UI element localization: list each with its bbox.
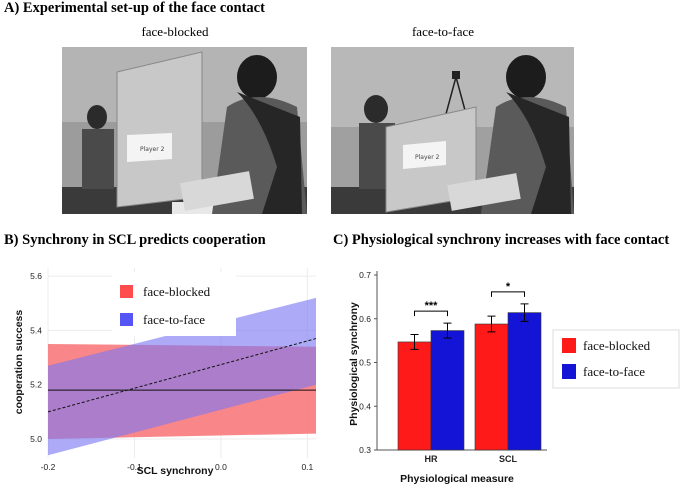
b-xtick-3: 0.1 <box>301 462 313 472</box>
c-sig-bracket-SCL <box>491 291 525 297</box>
photo-face-to-face: Player 2 <box>331 47 574 214</box>
c-xtick-SCL: SCL <box>499 454 518 464</box>
c-legend-swatch-face-to-face <box>562 364 576 379</box>
b-ytick-2: 5.4 <box>30 325 42 335</box>
c-sig-label-SCL: * <box>506 281 511 293</box>
b-xtick-0: -0.2 <box>41 462 56 472</box>
c-ytick-3: 0.6 <box>359 314 371 324</box>
c-bar-SCL-face-to-face <box>507 312 542 451</box>
panel-a-title: A) Experimental set-up of the face conta… <box>4 0 265 16</box>
legend-swatch-face-blocked <box>120 285 133 298</box>
b-ylabel: cooperation success <box>13 310 25 415</box>
c-errorbar-HR-face-blocked <box>410 334 419 350</box>
b-ytick-0: 5.0 <box>30 434 42 444</box>
c-legend-label-face-to-face: face-to-face <box>583 364 645 379</box>
c-errorbar-SCL-face-blocked <box>487 315 496 333</box>
c-ytick-0: 0.3 <box>359 445 371 455</box>
scl-synchrony-chart: 5.0 5.2 5.4 5.6 -0.2 -0.1 0.0 0.1 cooperation … <box>13 268 317 477</box>
legend-label-face-blocked: face-blocked <box>143 284 211 299</box>
sign-text: Player 2 <box>140 146 165 153</box>
b-xtick-1: -0.1 <box>127 462 142 472</box>
c-ytick-2: 0.5 <box>359 358 371 368</box>
c-legend: face-blocked face-to-face <box>552 329 680 389</box>
sign-text-2: Player 2 <box>415 154 440 161</box>
caption-face-blocked: face-blocked <box>141 24 209 39</box>
c-xlabel: Physiological measure <box>400 473 514 485</box>
photo-face-blocked: Player 2 <box>62 47 307 214</box>
c-errorbar-HR-face-to-face <box>443 322 452 339</box>
panel-c-title: C) Physiological synchrony increases wit… <box>333 232 670 248</box>
panel-b-title: B) Synchrony in SCL predicts cooperation <box>4 232 266 248</box>
c-legend-label-face-blocked: face-blocked <box>583 338 651 353</box>
b-ytick-3: 5.6 <box>30 271 42 281</box>
c-legend-swatch-face-blocked <box>562 338 576 353</box>
c-bar-SCL-face-blocked <box>474 323 509 451</box>
caption-face-to-face: face-to-face <box>411 24 475 39</box>
b-legend: face-blocked face-to-face <box>112 272 236 336</box>
c-sig-label-HR: *** <box>425 300 439 312</box>
c-ytick-4: 0.7 <box>359 270 371 280</box>
c-errorbar-SCL-face-to-face <box>520 303 529 322</box>
b-ytick-1: 5.2 <box>30 380 42 390</box>
c-sig-bracket-HR <box>414 310 448 317</box>
c-xtick-HR: HR <box>425 454 438 464</box>
b-ci-band-face-to-face <box>48 297 316 456</box>
b-xtick-2: 0.0 <box>215 462 227 472</box>
c-bar-HR-face-blocked <box>397 341 432 451</box>
c-ylabel: Physiological synchrony <box>348 302 360 426</box>
c-bar-HR-face-to-face <box>430 330 465 451</box>
legend-swatch-face-to-face <box>120 313 133 326</box>
b-fit-line-face-to-face <box>47 338 317 413</box>
synchrony-bar-chart: 0.30.40.50.60.7 HR SCL **** Physiological… <box>348 270 680 485</box>
legend-label-face-to-face: face-to-face <box>143 312 205 327</box>
c-ytick-1: 0.4 <box>359 401 371 411</box>
b-xlabel: SCL synchrony <box>137 465 214 477</box>
